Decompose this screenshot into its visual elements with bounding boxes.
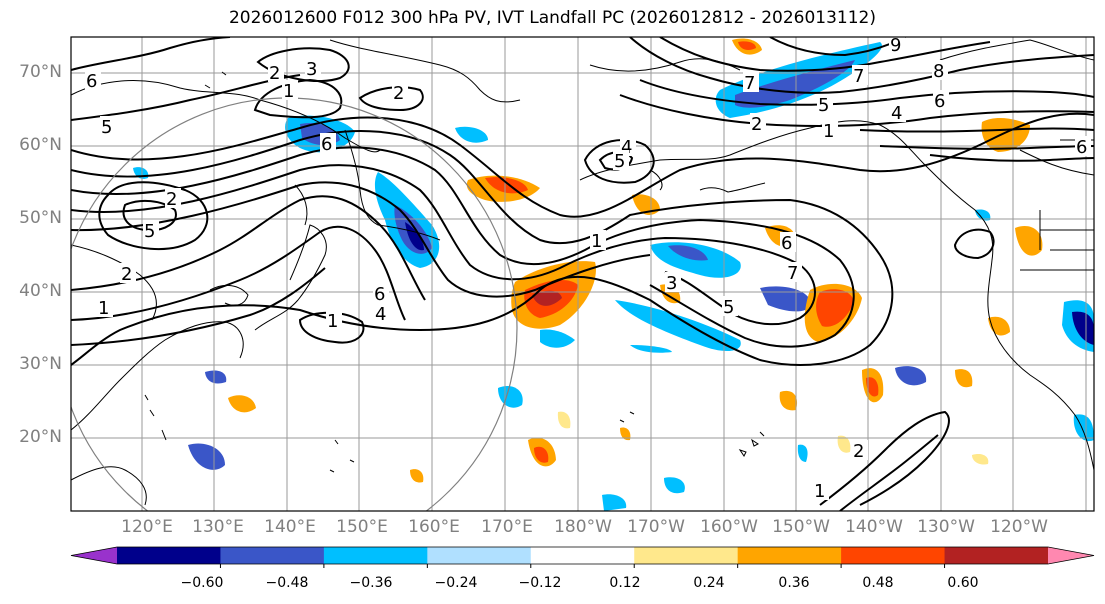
contour-label: 4 — [891, 103, 902, 124]
contour-label: 7 — [853, 66, 864, 87]
lat-label-60n: 60°N — [19, 135, 62, 155]
contour-label-group: 5 6 1 2 3 2 6 2 5 2 1 6 4 1 — [85, 35, 1091, 502]
lon-label-170e: 170°E — [481, 517, 533, 537]
map-title: 2026012600 F012 300 hPa PV, IVT Landfall… — [228, 8, 876, 28]
lon-label-160e: 160°E — [408, 517, 460, 537]
colorbar-segment — [220, 547, 325, 564]
contour-label: 6 — [374, 284, 385, 305]
contour-label: 2 — [751, 114, 762, 135]
contour-label: 6 — [1076, 137, 1087, 158]
colorbar — [70, 546, 1095, 568]
contour-label: 3 — [666, 273, 677, 294]
colorbar-extension-high — [1048, 547, 1094, 564]
colorbar-tick-label: −0.36 — [349, 575, 393, 591]
colorbar-segment — [944, 547, 1049, 564]
colorbar-tick-label: −0.48 — [265, 575, 309, 591]
islands — [144, 71, 765, 473]
contour-label: 9 — [890, 35, 901, 56]
contour-label: 5 — [723, 297, 734, 318]
colorbar-tick-label: −0.24 — [434, 575, 478, 591]
colorbar-segment — [427, 547, 532, 564]
contour-label: 1 — [591, 231, 602, 252]
contour-label: 1 — [283, 81, 294, 102]
colorbar-tick-label: 0.48 — [862, 575, 894, 591]
colorbar-segment — [530, 547, 635, 564]
lon-label-150w: 150°W — [772, 517, 830, 537]
contour-label: 4 — [621, 137, 632, 158]
graticule — [71, 37, 1094, 511]
colorbar-tick-label: 0.24 — [693, 575, 725, 591]
lat-label-40n: 40°N — [19, 281, 62, 301]
contour-label: 2 — [393, 83, 404, 104]
contour-label: 1 — [327, 311, 338, 332]
map-panel: 5 6 1 2 3 2 6 2 5 2 1 6 4 1 — [71, 35, 1094, 511]
colorbar-tick-label: −0.60 — [180, 575, 224, 591]
lat-label-50n: 50°N — [19, 208, 62, 228]
lat-label-20n: 20°N — [19, 427, 62, 447]
contour-label: 4 — [375, 304, 386, 325]
contour-label: 6 — [321, 134, 332, 155]
lon-label-130w: 130°W — [917, 517, 975, 537]
colorbar-segment — [841, 547, 946, 564]
lon-label-140w: 140°W — [845, 517, 903, 537]
contour-label: 2 — [853, 441, 864, 462]
contour-label: 8 — [933, 61, 944, 82]
contour-label: 6 — [934, 91, 945, 112]
negative-anomaly-shading — [133, 42, 1094, 511]
colorbar-tick-label: 0.12 — [609, 575, 641, 591]
colorbar-outline — [70, 546, 1095, 565]
lon-label-140e: 140°E — [264, 517, 316, 537]
contour-label: 3 — [306, 59, 317, 80]
lon-label-160w: 160°W — [700, 517, 758, 537]
colorbar-segment — [117, 547, 221, 564]
contour-label: 2 — [166, 189, 177, 210]
lon-label-180w: 180°W — [554, 517, 612, 537]
contour-label: 5 — [144, 221, 155, 242]
colorbar-segment — [737, 547, 842, 564]
contour-label: 5 — [818, 95, 829, 116]
colorbar-extension-low — [71, 547, 117, 564]
contour-label: 6 — [781, 233, 792, 254]
contour-label: 1 — [823, 121, 834, 142]
contour-label: 7 — [787, 263, 798, 284]
contour-label: 1 — [814, 481, 825, 502]
contour-label: 6 — [86, 71, 97, 92]
lat-label-30n: 30°N — [19, 354, 62, 374]
colorbar-tick-label: 0.36 — [778, 575, 810, 591]
colorbar-segment — [323, 547, 428, 564]
lon-label-120e: 120°E — [121, 517, 173, 537]
lat-label-70n: 70°N — [19, 62, 62, 82]
colorbar-segment — [634, 547, 739, 564]
lon-label-170w: 170°W — [627, 517, 685, 537]
colorbar-tick-label: −0.12 — [518, 575, 562, 591]
map-frame — [70, 36, 1095, 512]
contour-label: 5 — [101, 117, 112, 138]
colorbar-tick-label: 0.60 — [947, 575, 979, 591]
contour-label: 2 — [269, 63, 280, 84]
contour-label: 2 — [121, 264, 132, 285]
lon-label-150e: 150°E — [336, 517, 388, 537]
lon-label-130e: 130°E — [192, 517, 244, 537]
lon-label-120w: 120°W — [990, 517, 1048, 537]
pv-contours — [71, 37, 1094, 511]
contour-label: 7 — [744, 73, 755, 94]
contour-label: 5 — [614, 151, 625, 172]
contour-label: 1 — [98, 298, 109, 319]
